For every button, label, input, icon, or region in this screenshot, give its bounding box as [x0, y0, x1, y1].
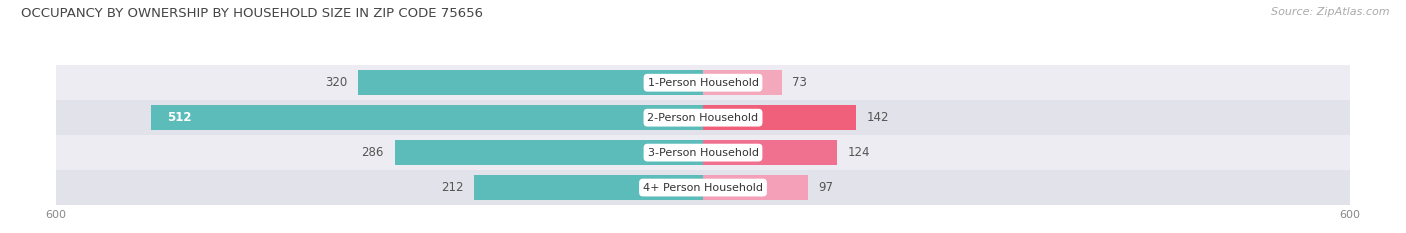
- Text: OCCUPANCY BY OWNERSHIP BY HOUSEHOLD SIZE IN ZIP CODE 75656: OCCUPANCY BY OWNERSHIP BY HOUSEHOLD SIZE…: [21, 7, 484, 20]
- Bar: [703, 105, 856, 130]
- Text: 1-Person Household: 1-Person Household: [648, 78, 758, 88]
- Text: 320: 320: [325, 76, 347, 89]
- Text: 286: 286: [361, 146, 384, 159]
- Text: 2-Person Household: 2-Person Household: [647, 113, 759, 123]
- Bar: [359, 70, 703, 95]
- Bar: [474, 175, 703, 200]
- Text: 124: 124: [848, 146, 870, 159]
- Bar: [56, 135, 1350, 170]
- Bar: [395, 140, 703, 165]
- Text: 212: 212: [441, 181, 464, 194]
- Text: Source: ZipAtlas.com: Source: ZipAtlas.com: [1271, 7, 1389, 17]
- Text: 73: 73: [793, 76, 807, 89]
- Bar: [56, 170, 1350, 205]
- Text: 142: 142: [868, 111, 890, 124]
- Text: 4+ Person Household: 4+ Person Household: [643, 183, 763, 192]
- Bar: [703, 70, 782, 95]
- Bar: [56, 100, 1350, 135]
- Text: 3-Person Household: 3-Person Household: [648, 148, 758, 158]
- Bar: [56, 65, 1350, 100]
- Bar: [703, 140, 837, 165]
- Bar: [703, 175, 807, 200]
- Text: 97: 97: [818, 181, 834, 194]
- Bar: [150, 105, 703, 130]
- Text: 512: 512: [167, 111, 191, 124]
